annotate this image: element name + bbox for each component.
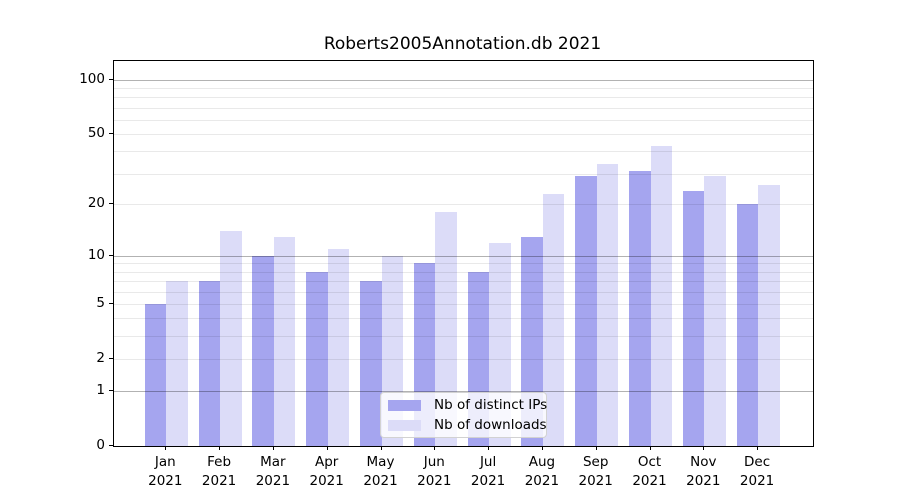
gridline-minor-90 xyxy=(114,88,813,90)
plot-area: Nb of distinct IPs Nb of downloads xyxy=(113,60,814,447)
x-tick-oct xyxy=(649,446,651,450)
x-tick-aug xyxy=(541,446,543,450)
x-tick-label-feb: Feb 2021 xyxy=(201,454,237,489)
y-tick-label-50: 50 xyxy=(87,125,105,141)
x-tick-label-apr: Apr 2021 xyxy=(309,454,344,489)
y-tick-50 xyxy=(109,133,113,134)
bar-downloads-mar xyxy=(273,236,296,446)
y-tick-label-0: 0 xyxy=(96,437,105,453)
bar-downloads-jan xyxy=(166,281,188,446)
x-tick-label-dec: Dec 2021 xyxy=(739,454,775,489)
bar-downloads-jun xyxy=(435,212,457,446)
bar-ips-apr xyxy=(306,271,328,446)
y-tick-100 xyxy=(109,78,113,80)
x-tick-apr xyxy=(326,446,328,450)
x-tick-label-may: May 2021 xyxy=(363,454,398,489)
x-tick-label-mar: Mar 2021 xyxy=(255,454,291,489)
gridline-minor-60 xyxy=(114,119,813,121)
bar-ips-mar xyxy=(252,255,274,446)
gridline-minor-20 xyxy=(114,204,813,206)
bar-downloads-aug xyxy=(542,193,565,446)
x-tick-dec xyxy=(757,446,759,450)
x-tick-may xyxy=(380,446,382,450)
gridline-major-10 xyxy=(114,255,813,257)
y-tick-5 xyxy=(109,302,113,304)
gridline-minor-80 xyxy=(114,97,813,99)
x-tick-nov xyxy=(703,446,705,450)
gridline-minor-50 xyxy=(114,134,813,135)
y-tick-label-1: 1 xyxy=(96,382,105,398)
bar-ips-feb xyxy=(198,281,221,446)
y-tick-label-10: 10 xyxy=(87,246,105,263)
y-tick-0 xyxy=(109,445,113,446)
legend-item-downloads: Nb of downloads xyxy=(388,417,547,433)
x-tick-label-sep: Sep 2021 xyxy=(578,454,613,489)
legend-item-distinct-ips: Nb of distinct IPs xyxy=(388,397,547,413)
bar-downloads-feb xyxy=(220,231,242,446)
gridline-minor-4 xyxy=(114,318,813,320)
chart-title: Roberts2005Annotation.db 2021 xyxy=(323,34,602,54)
y-tick-label-5: 5 xyxy=(96,294,105,311)
gridline-minor-9 xyxy=(114,263,813,265)
gridline-minor-70 xyxy=(114,107,813,109)
gridline-major-100 xyxy=(114,79,813,81)
x-tick-label-oct: Oct 2021 xyxy=(632,454,667,489)
x-tick-jul xyxy=(488,446,490,450)
gridline-minor-7 xyxy=(114,281,813,282)
y-tick-label-2: 2 xyxy=(96,349,105,366)
x-tick-label-nov: Nov 2021 xyxy=(686,454,721,489)
gridline-minor-5 xyxy=(114,303,813,305)
bar-ips-sep xyxy=(575,176,597,446)
gridline-minor-2 xyxy=(114,358,813,360)
x-tick-mar xyxy=(272,446,274,450)
bar-ips-may xyxy=(360,281,382,446)
y-tick-2 xyxy=(109,357,113,359)
gridline-minor-8 xyxy=(114,271,813,273)
gridline-minor-3 xyxy=(114,336,813,337)
y-tick-label-20: 20 xyxy=(87,195,105,212)
x-tick-label-jan: Jan 2021 xyxy=(148,454,183,489)
y-tick-20 xyxy=(109,203,113,205)
x-tick-jan xyxy=(165,446,167,450)
bar-ips-jan xyxy=(144,303,167,446)
x-tick-jun xyxy=(434,446,436,450)
gridline-minor-6 xyxy=(114,291,813,293)
x-tick-sep xyxy=(595,446,597,450)
y-tick-10 xyxy=(109,254,113,256)
x-tick-label-aug: Aug 2021 xyxy=(524,454,560,489)
legend-label-distinct-ips: Nb of distinct IPs xyxy=(434,397,548,413)
gridline-major-1 xyxy=(114,391,813,392)
gridline-minor-30 xyxy=(114,173,813,175)
bar-downloads-oct xyxy=(650,145,672,446)
y-tick-1 xyxy=(109,390,113,391)
legend-swatch-downloads xyxy=(388,419,421,431)
x-tick-label-jun: Jun 2021 xyxy=(417,454,452,489)
bar-downloads-sep xyxy=(596,163,619,446)
legend-swatch-distinct-ips xyxy=(388,399,421,411)
legend: Nb of distinct IPs Nb of downloads xyxy=(380,392,547,438)
bar-downloads-nov xyxy=(704,176,726,446)
y-tick-label-100: 100 xyxy=(79,70,105,87)
legend-label-downloads: Nb of downloads xyxy=(434,417,547,433)
bar-downloads-dec xyxy=(758,184,780,446)
x-tick-feb xyxy=(219,446,221,450)
bar-ips-dec xyxy=(736,204,759,446)
bar-ips-nov xyxy=(682,190,705,446)
bar-downloads-apr xyxy=(327,248,350,446)
bar-ips-oct xyxy=(629,171,651,446)
x-tick-label-jul: Jul 2021 xyxy=(470,454,506,489)
gridline-minor-40 xyxy=(114,151,813,153)
